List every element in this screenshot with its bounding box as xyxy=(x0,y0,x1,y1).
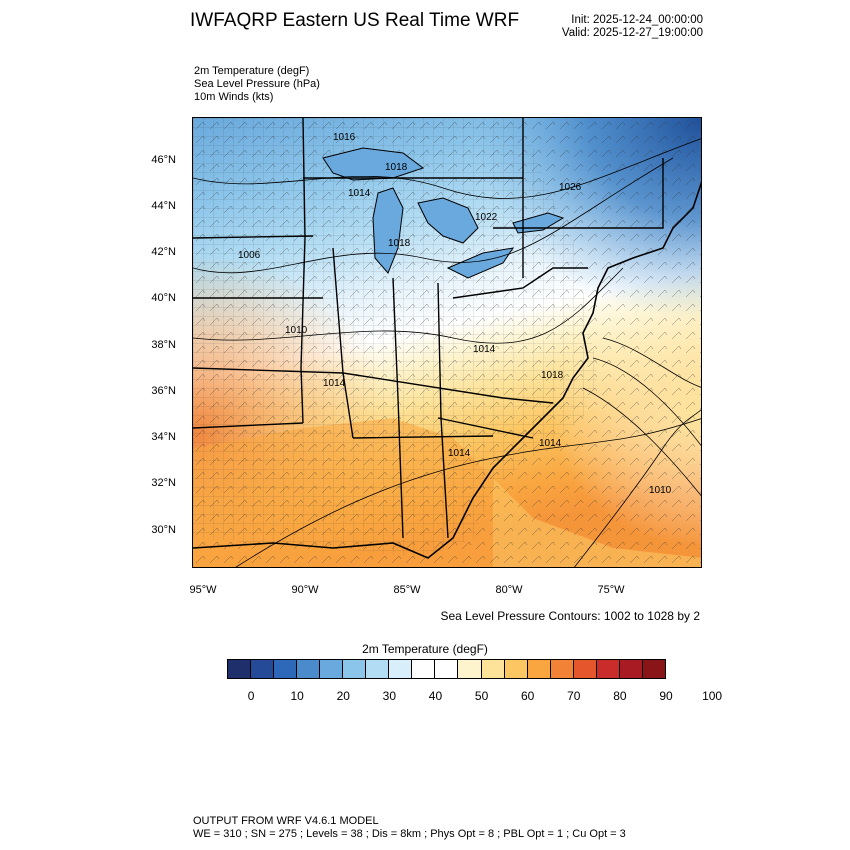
colorbar-cell xyxy=(388,659,413,679)
colorbar-title: 2m Temperature (degF) xyxy=(362,642,488,656)
colorbar-cell xyxy=(595,659,620,679)
colorbar-tick-label: 50 xyxy=(474,689,489,703)
valid-time: Valid: 2025-12-27_19:00:00 xyxy=(561,27,703,39)
colorbar xyxy=(227,659,666,679)
pressure-label: 1026 xyxy=(559,182,582,193)
model-info: OUTPUT FROM WRF V4.6.1 MODEL xyxy=(193,815,379,827)
colorbar-cell xyxy=(457,659,482,679)
contour-note: Sea Level Pressure Contours: 1002 to 102… xyxy=(440,609,701,623)
colorbar-tick-label: 20 xyxy=(336,689,350,703)
lat-label: 34°N xyxy=(151,431,176,443)
colorbar-tick-label: 0 xyxy=(247,689,255,703)
colorbar-cell xyxy=(480,659,505,679)
colorbar-tick-label: 70 xyxy=(567,689,581,703)
pressure-label: 1014 xyxy=(448,448,471,459)
colorbar-tick-label: 30 xyxy=(382,689,397,703)
colorbar-cell xyxy=(227,659,252,679)
colorbar-cell xyxy=(503,659,528,679)
pressure-label: 1014 xyxy=(539,438,562,449)
plot-title: IWFAQRP Eastern US Real Time WRF xyxy=(190,10,520,31)
pressure-label: 1022 xyxy=(475,212,498,223)
lat-label: 38°N xyxy=(151,339,176,351)
lon-label: 85°W xyxy=(393,584,421,596)
init-time: Init: 2025-12-24_00:00:00 xyxy=(571,14,703,26)
pressure-label: 1018 xyxy=(388,238,411,249)
colorbar-cell xyxy=(273,659,298,679)
colorbar-cell xyxy=(319,659,344,679)
lat-label: 40°N xyxy=(151,292,176,304)
colorbar-tick-label: 60 xyxy=(520,689,535,703)
pressure-label: 1018 xyxy=(541,370,564,381)
pressure-label: 1014 xyxy=(323,378,346,389)
colorbar-tick-label: 10 xyxy=(290,689,304,703)
colorbar-tick-label: 90 xyxy=(659,689,673,703)
lat-label: 42°N xyxy=(151,246,176,258)
lat-label: 44°N xyxy=(151,200,176,212)
colorbar-cell xyxy=(250,659,275,679)
lat-label: 30°N xyxy=(151,524,176,536)
map-canvas: 1016 1018 1014 1022 1026 1018 1006 1010 … xyxy=(193,118,701,567)
pressure-label: 1018 xyxy=(385,162,408,173)
pressure-label: 1014 xyxy=(473,344,496,355)
pressure-contours xyxy=(193,138,701,567)
colorbar-cell xyxy=(572,659,597,679)
pressure-label: 1016 xyxy=(333,132,356,143)
lon-label: 90°W xyxy=(291,584,319,596)
colorbar-cell xyxy=(296,659,321,679)
colorbar-cell xyxy=(411,659,436,679)
colorbar-tick-label: 80 xyxy=(613,689,627,703)
lat-label: 46°N xyxy=(151,154,176,166)
colorbar-cell xyxy=(549,659,574,679)
lon-label: 75°W xyxy=(597,584,625,596)
colorbar-tick-label: 40 xyxy=(428,689,443,703)
pressure-label: 1014 xyxy=(348,188,371,199)
colorbar-cell xyxy=(641,659,666,679)
weather-map: 1016 1018 1014 1022 1026 1018 1006 1010 … xyxy=(192,117,702,568)
lat-label: 32°N xyxy=(151,477,176,489)
pressure-label: 1006 xyxy=(238,250,261,261)
colorbar-cell xyxy=(526,659,551,679)
field-label-pressure: Sea Level Pressure (hPa) xyxy=(194,78,320,90)
colorbar-cell xyxy=(618,659,643,679)
colorbar-tick-label: 100 xyxy=(702,689,723,703)
lon-label: 80°W xyxy=(495,584,523,596)
colorbar-cell xyxy=(365,659,390,679)
coastline xyxy=(193,181,701,559)
colorbar-cell xyxy=(434,659,459,679)
field-label-winds: 10m Winds (kts) xyxy=(194,91,274,103)
lon-label: 95°W xyxy=(189,584,217,596)
colorbar-cell xyxy=(342,659,367,679)
pressure-label: 1010 xyxy=(285,325,308,336)
lat-label: 36°N xyxy=(151,385,176,397)
model-config: WE = 310 ; SN = 275 ; Levels = 38 ; Dis … xyxy=(193,828,626,840)
great-lakes xyxy=(322,147,565,279)
state-boundaries xyxy=(193,118,664,539)
pressure-label: 1010 xyxy=(649,485,672,496)
field-label-temperature: 2m Temperature (degF) xyxy=(194,65,310,77)
